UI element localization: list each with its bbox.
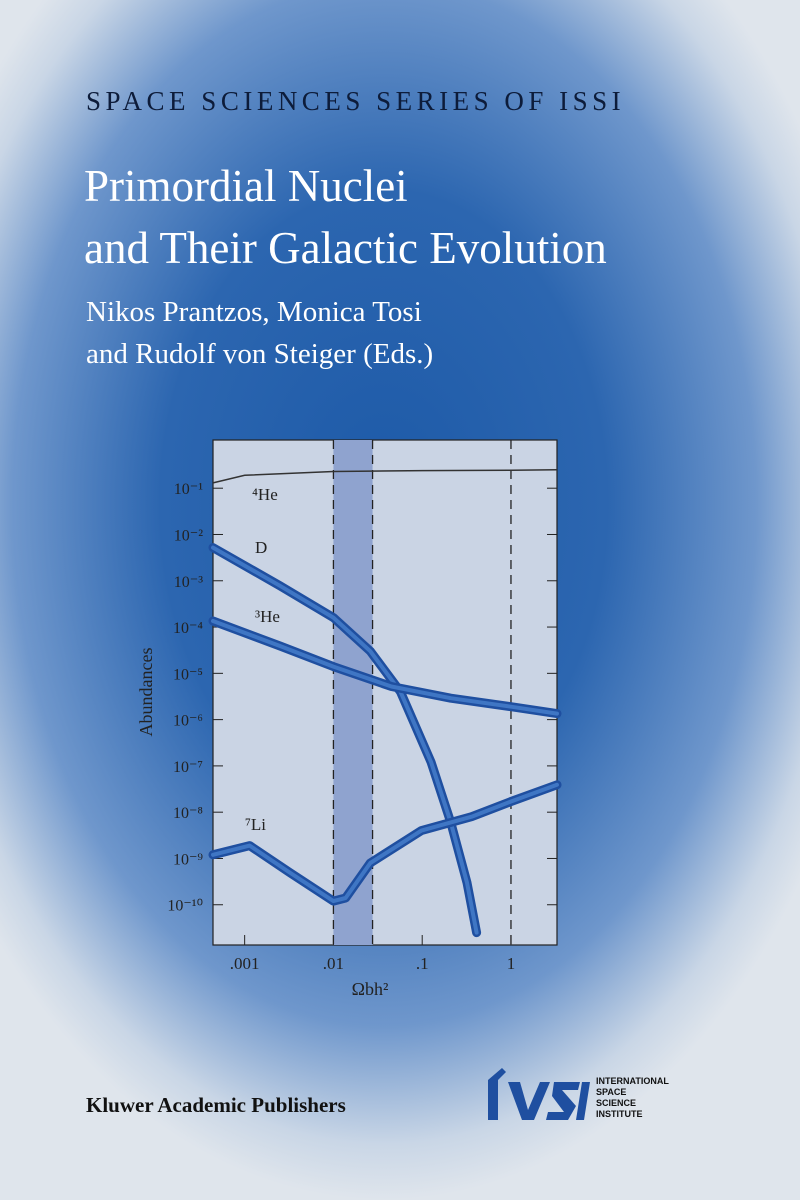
title-line: and Their Galactic Evolution bbox=[84, 223, 607, 273]
plot-area bbox=[212, 439, 558, 946]
publisher: Kluwer Academic Publishers bbox=[86, 1093, 346, 1117]
series-label: D bbox=[255, 538, 267, 557]
logo-text: INSTITUTE bbox=[596, 1109, 643, 1119]
y-tick-label: 10⁻⁷ bbox=[173, 759, 203, 776]
y-tick-label: 10⁻⁶ bbox=[173, 713, 203, 730]
series-line-core bbox=[211, 619, 559, 716]
y-tick-label: 10⁻³ bbox=[174, 574, 203, 591]
series-label: ⁷Li bbox=[245, 815, 266, 834]
y-tick-label: 10⁻⁴ bbox=[173, 620, 203, 637]
series-line-core bbox=[211, 782, 559, 904]
y-tick-label: 10⁻⁸ bbox=[173, 805, 203, 822]
series-label: ³He bbox=[255, 607, 280, 626]
y-tick-label: 10⁻¹ bbox=[174, 481, 203, 498]
x-axis-label: Ωbh² bbox=[352, 979, 389, 999]
title-line: Primordial Nuclei bbox=[84, 161, 408, 211]
logo-text: SCIENCE bbox=[596, 1098, 636, 1108]
logo-text: INTERNATIONAL bbox=[596, 1076, 669, 1086]
logo-shape bbox=[488, 1068, 506, 1120]
series-label: ⁴He bbox=[252, 485, 278, 504]
y-tick-label: 10⁻⁵ bbox=[173, 666, 203, 683]
y-axis-label: Abundances bbox=[136, 648, 156, 737]
series-line bbox=[212, 469, 558, 484]
x-tick-label: .01 bbox=[323, 954, 344, 973]
x-tick-label: .1 bbox=[416, 954, 429, 973]
logo-shape bbox=[508, 1082, 550, 1120]
logo-shape bbox=[576, 1082, 590, 1120]
chart: 10⁻¹ 10⁻² 10⁻³ 10⁻⁴ 10⁻⁵ 10⁻⁶ 10⁻⁷ 10⁻⁸ 10⁻⁹ 10⁻¹… bbox=[136, 439, 562, 999]
series-label: SPACE SCIENCES SERIES OF ISSI bbox=[86, 86, 626, 116]
y-tick-label: 10⁻² bbox=[174, 527, 203, 544]
y-tick-label: 10⁻¹⁰ bbox=[167, 898, 203, 915]
editors-line: Nikos Prantzos, Monica Tosi bbox=[86, 296, 422, 328]
x-tick-label: 1 bbox=[507, 954, 516, 973]
logo-shape bbox=[546, 1082, 580, 1120]
x-tick-label: .001 bbox=[230, 954, 260, 973]
logo-text: SPACE bbox=[596, 1087, 626, 1097]
band bbox=[333, 440, 373, 945]
y-tick-label: 10⁻⁹ bbox=[173, 851, 203, 868]
editors-line: and Rudolf von Steiger (Eds.) bbox=[86, 338, 434, 370]
